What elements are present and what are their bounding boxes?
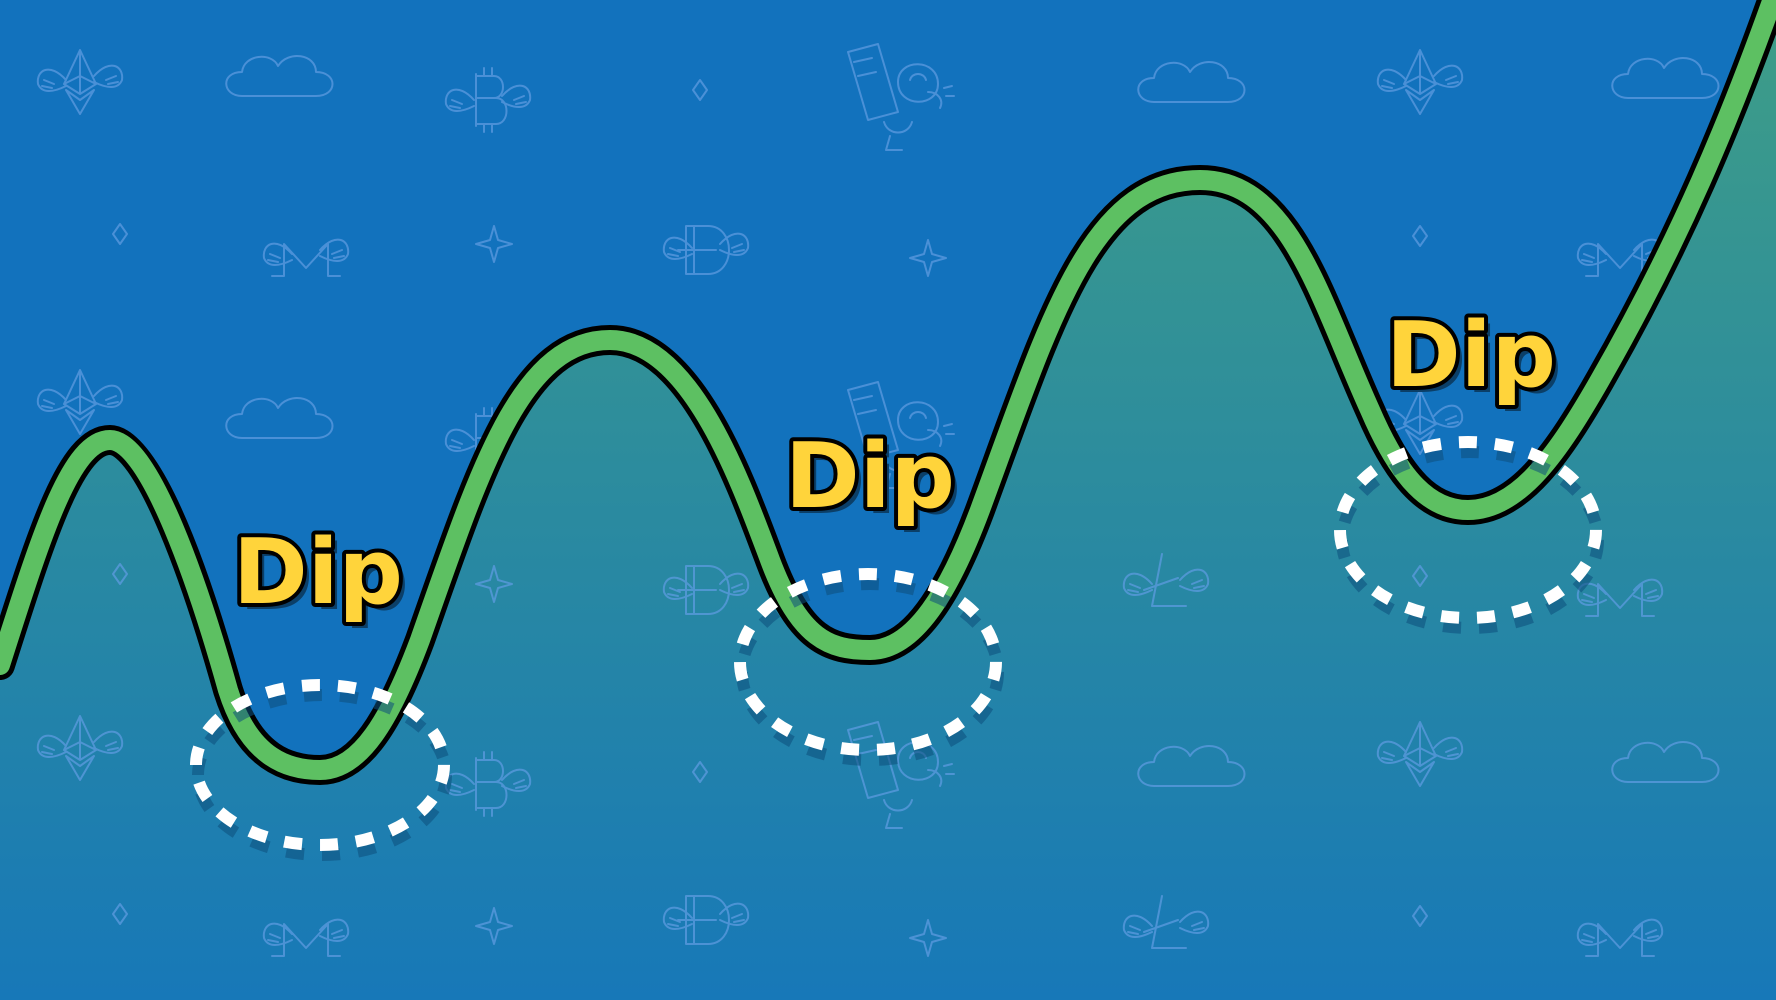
dip-marker-3 [1334,436,1604,634]
dip-marker-1 [190,679,452,861]
dip-label-text: Dip [785,424,955,529]
dip-marker-2 [734,568,1004,766]
dip-label-text: Dip [1386,303,1556,408]
dip-label-shadow: Dip [1392,309,1562,414]
dip-label-text: Dip [233,520,403,625]
dip-label-2: Dip Dip [781,420,961,535]
dip-label-shadow: Dip [791,430,961,535]
dip-label-1: Dip Dip [229,516,409,631]
dip-label-3: Dip Dip [1382,299,1562,414]
dip-label-shadow: Dip [239,526,409,631]
